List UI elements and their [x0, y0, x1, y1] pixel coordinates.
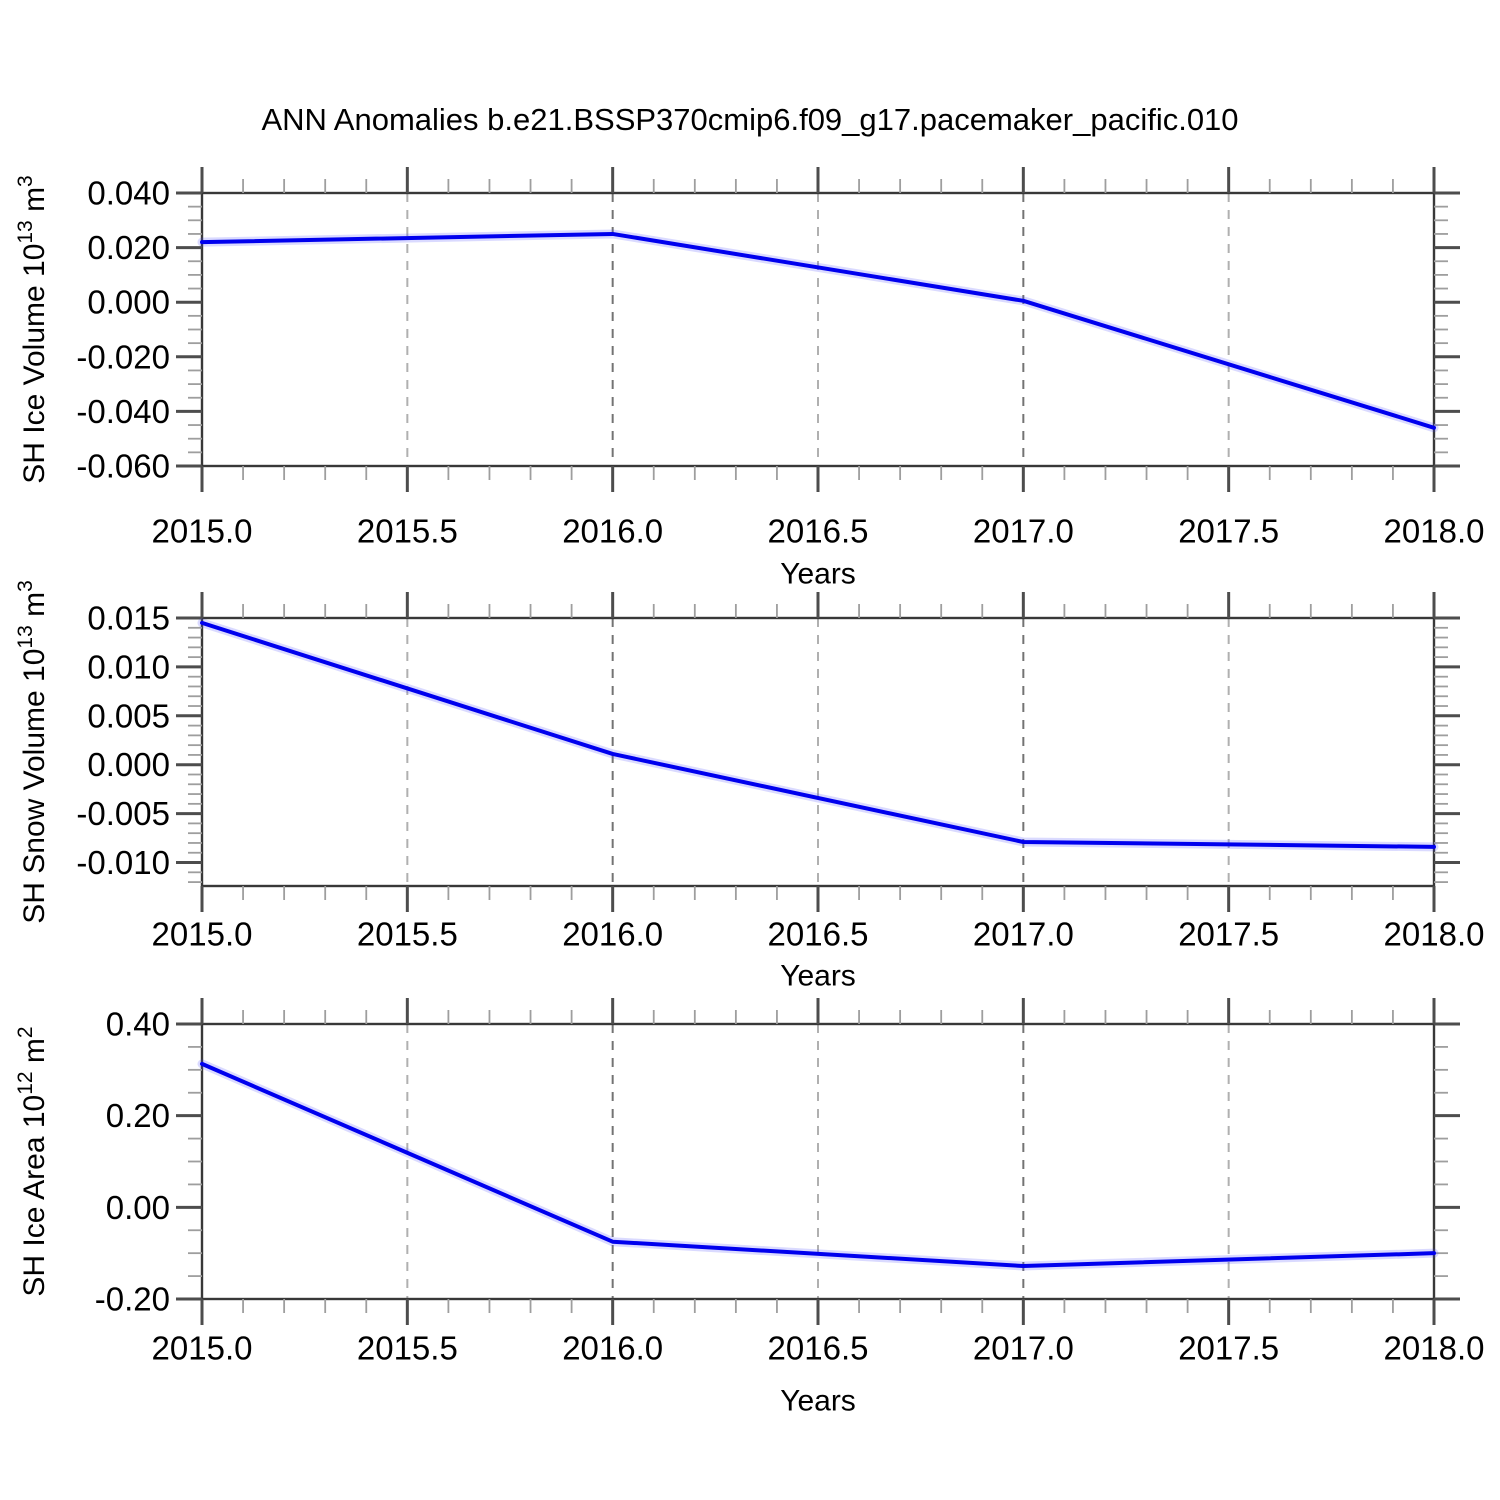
x-axis-label: Years: [780, 1385, 856, 1418]
series-line: [200, 1061, 1436, 1268]
figure-title: ANN Anomalies b.e21.BSSP370cmip6.f09_g17…: [261, 102, 1239, 137]
x-tick-label: 2016.0: [562, 513, 663, 550]
panel-sh-snow-volume: 2015.0 2015.5 2016.0 2016.5 2017.0 2017.5 2018…: [14, 580, 1484, 992]
panel-sh-ice-area: 2015.0 2015.5 2016.0 2016.5 2017.0 2017.5 2018…: [14, 998, 1484, 1418]
y-tick-label: 0.005: [87, 697, 170, 734]
y-axis-label: SH Snow Volume 1013 m3: [14, 580, 51, 924]
x-axis-label: Years: [780, 558, 856, 591]
y-tick-label: -0.005: [76, 795, 170, 832]
x-tick-label: 2017.5: [1178, 1330, 1279, 1367]
y-tick-label: 0.20: [106, 1097, 170, 1134]
y-axis-label: SH Ice Area 1012 m2: [14, 1026, 51, 1296]
y-tick-label: 0.010: [87, 648, 170, 685]
x-tick-label: 2017.0: [973, 513, 1074, 550]
y-tick-label: 0.015: [87, 600, 170, 637]
x-tick-label: 2015.5: [357, 1330, 458, 1367]
x-tick-label: 2016.5: [768, 1330, 869, 1367]
y-tick-label: -0.020: [76, 338, 170, 375]
x-tick-label: 2016.0: [562, 1330, 663, 1367]
x-tick-label: 2015.0: [152, 1330, 253, 1367]
y-tick-label: 0.000: [87, 284, 170, 321]
series-line: [200, 620, 1436, 849]
x-tick-label: 2018.0: [1384, 513, 1485, 550]
x-tick-label: 2015.0: [152, 916, 253, 953]
y-tick-label: 0.000: [87, 746, 170, 783]
y-tick-label: 0.020: [87, 229, 170, 266]
x-tick-label: 2016.5: [768, 513, 869, 550]
x-tick-label: 2017.0: [973, 1330, 1074, 1367]
panel-sh-ice-volume: 2015.0 2015.5 2016.0 2016.5 2017.0 2017.5 2018…: [14, 167, 1484, 591]
x-tick-label: 2016.0: [562, 916, 663, 953]
x-tick-label: 2016.5: [768, 916, 869, 953]
y-tick-label: 0.040: [87, 175, 170, 212]
y-tick-label: 0.40: [106, 1006, 170, 1043]
y-tick-label: -0.060: [76, 448, 170, 485]
x-tick-label: 2015.0: [152, 513, 253, 550]
x-axis-label: Years: [780, 960, 856, 993]
y-tick-label: -0.040: [76, 393, 170, 430]
x-tick-label: 2015.5: [357, 513, 458, 550]
y-tick-label: -0.010: [76, 844, 170, 881]
x-tick-label: 2017.0: [973, 916, 1074, 953]
y-tick-label: -0.20: [95, 1281, 170, 1318]
x-tick-label: 2017.5: [1178, 513, 1279, 550]
y-axis-label: SH Ice Volume 1013 m3: [14, 175, 51, 484]
series-line: [200, 231, 1436, 430]
x-tick-label: 2018.0: [1384, 916, 1485, 953]
y-tick-label: 0.00: [106, 1189, 170, 1226]
x-tick-label: 2018.0: [1384, 1330, 1485, 1367]
x-tick-label: 2015.5: [357, 916, 458, 953]
x-tick-label: 2017.5: [1178, 916, 1279, 953]
